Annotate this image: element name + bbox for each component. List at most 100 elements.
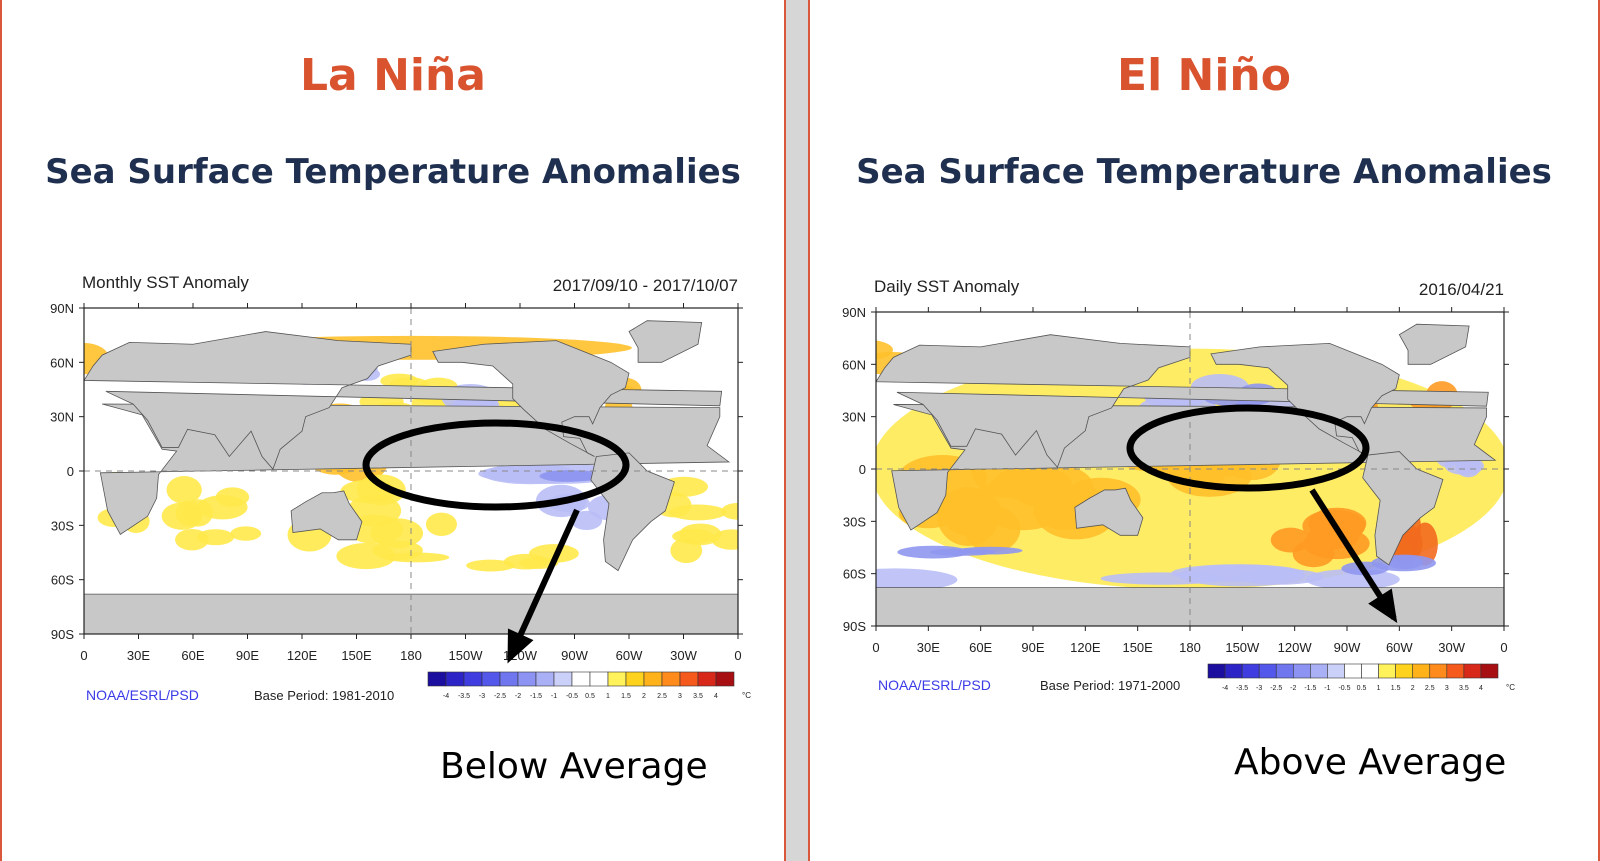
anomaly-patch xyxy=(1100,572,1226,585)
sst-map-svg: Monthly SST Anomaly 2017/09/10 - 2017/10/… xyxy=(32,273,751,703)
lat-tick-label: 60S xyxy=(51,573,74,588)
anomaly-patch xyxy=(930,548,996,556)
colorbar-tick-label: 1 xyxy=(1377,685,1381,692)
colorbar-swatch xyxy=(427,671,447,687)
colorbar-swatch xyxy=(1429,663,1448,679)
base-period-label: Base Period: 1981-2010 xyxy=(254,688,394,703)
anomaly-patch xyxy=(824,340,832,364)
colorbar-tick-label: -0.5 xyxy=(1338,685,1350,692)
landmass xyxy=(1074,487,1144,536)
colorbar-swatch xyxy=(463,671,483,687)
lon-tick-label: 180 xyxy=(1179,640,1201,655)
colorbar-swatch xyxy=(1395,663,1414,679)
colorbar-tick-label: 0.5 xyxy=(1357,685,1367,692)
anomaly-patch xyxy=(876,568,958,592)
la-nina-panel: La Niña Sea Surface Temperature Anomalie… xyxy=(0,0,786,861)
colorbar-tick-label: -0.5 xyxy=(566,693,578,700)
panel-subheading: Sea Surface Temperature Anomalies xyxy=(45,152,741,192)
colorbar-swatch xyxy=(1241,663,1260,679)
lon-tick-label: 60W xyxy=(616,648,643,663)
base-period-label: Base Period: 1971-2000 xyxy=(1040,678,1180,693)
landmass xyxy=(32,321,48,363)
lon-tick-label: 180 xyxy=(400,648,422,663)
panel-heading: La Niña xyxy=(300,50,486,101)
lon-tick-label: 120E xyxy=(1070,640,1101,655)
anomaly-patch xyxy=(1386,555,1424,570)
colorbar-tick-label: 2 xyxy=(642,693,646,700)
anomaly-patch xyxy=(721,502,738,520)
colorbar-tick-label: 1.5 xyxy=(621,693,631,700)
lat-tick-label: 0 xyxy=(859,462,866,477)
colorbar-tick-label: 2.5 xyxy=(1425,685,1435,692)
colorbar-swatch xyxy=(1378,663,1396,679)
landmass xyxy=(1210,342,1400,456)
colorbar-swatch xyxy=(643,671,663,687)
panel-subheading: Sea Surface Temperature Anomalies xyxy=(856,152,1552,192)
colorbar-swatch xyxy=(1224,663,1243,679)
callout-label: Above Average xyxy=(1234,742,1507,783)
colorbar-tick-label: -2.5 xyxy=(494,693,506,700)
colorbar-swatch xyxy=(535,671,555,687)
colorbar-tick-label: 4 xyxy=(714,693,718,700)
colorbar-tick-label: -4 xyxy=(443,693,449,700)
landmass xyxy=(876,587,1504,626)
lon-tick-label: 120W xyxy=(1278,640,1313,655)
colorbar-tick-label: 1.5 xyxy=(1391,685,1401,692)
colorbar-swatch xyxy=(679,671,699,687)
lat-tick-label: 30N xyxy=(50,410,74,425)
anomaly-patch xyxy=(672,528,714,544)
lon-tick-label: 90W xyxy=(1334,640,1361,655)
anomaly-patch xyxy=(466,559,515,572)
anomaly-patch xyxy=(539,470,594,482)
landmass xyxy=(876,334,1489,469)
lon-tick-label: 90E xyxy=(1021,640,1044,655)
anomaly-patch xyxy=(1011,464,1094,510)
colorbar-swatch xyxy=(589,671,609,687)
lon-tick-label: 0 xyxy=(1500,640,1507,655)
colorbar-swatch xyxy=(661,671,681,687)
sst-map-svg: Daily SST Anomaly 2016/04/21 90N 60N 30N 0 30S… xyxy=(824,277,1515,693)
lat-tick-label: 60N xyxy=(842,357,866,372)
arrow-line xyxy=(507,508,580,660)
lon-tick-label: 90E xyxy=(236,648,259,663)
colorbar-tick-label: -2.5 xyxy=(1270,685,1282,692)
panel-heading: El Niño xyxy=(1117,50,1291,101)
colorbar-swatch xyxy=(1344,663,1362,679)
highlight-ellipse xyxy=(1126,404,1370,492)
lon-tick-label: 150E xyxy=(1122,640,1153,655)
colorbar-tick-label: -1 xyxy=(551,693,557,700)
lat-tick-label: 90S xyxy=(843,619,866,634)
landmass xyxy=(32,332,68,470)
lat-tick-label: 60S xyxy=(843,567,866,582)
colorbar-swatch xyxy=(1412,663,1431,679)
colorbar-tick-label: -3 xyxy=(1256,685,1262,692)
sst-anomaly-map: Monthly SST Anomaly 2017/09/10 - 2017/10/… xyxy=(32,268,762,718)
lat-tick-label: 90N xyxy=(50,301,74,316)
colorbar-swatch xyxy=(1361,663,1379,679)
colorbar-tick-label: -3.5 xyxy=(458,693,470,700)
colorbar-tick-label: -4 xyxy=(1222,685,1228,692)
map-date: 2017/09/10 - 2017/10/07 xyxy=(553,276,738,295)
colorbar-swatch xyxy=(571,671,591,687)
lat-tick-label: 0 xyxy=(67,464,74,479)
lat-tick-label: 90N xyxy=(842,305,866,320)
colorbar-tick-label: -1.5 xyxy=(530,693,542,700)
lon-tick-label: 0 xyxy=(734,648,741,663)
anomaly-patch xyxy=(570,510,603,531)
lon-tick-label: 60E xyxy=(181,648,204,663)
colorbar-tick-label: -1.5 xyxy=(1304,685,1316,692)
anomaly-patch xyxy=(669,504,727,521)
anomaly-patch xyxy=(197,495,248,520)
colorbar-swatch xyxy=(715,671,735,687)
colorbar-tick-label: 1 xyxy=(606,693,610,700)
lon-tick-label: 30E xyxy=(917,640,940,655)
lon-tick-label: 30W xyxy=(1438,640,1465,655)
arrow-head xyxy=(507,628,534,664)
sst-anomaly-map: Daily SST Anomaly 2016/04/21 90N 60N 30N 0 30S… xyxy=(824,272,1594,712)
colorbar-swatch xyxy=(481,671,501,687)
lon-tick-label: 0 xyxy=(872,640,879,655)
lon-tick-label: 0 xyxy=(80,648,87,663)
lon-tick-label: 150E xyxy=(341,648,372,663)
colorbar-swatch xyxy=(1292,663,1311,679)
colorbar-swatch xyxy=(445,671,465,687)
